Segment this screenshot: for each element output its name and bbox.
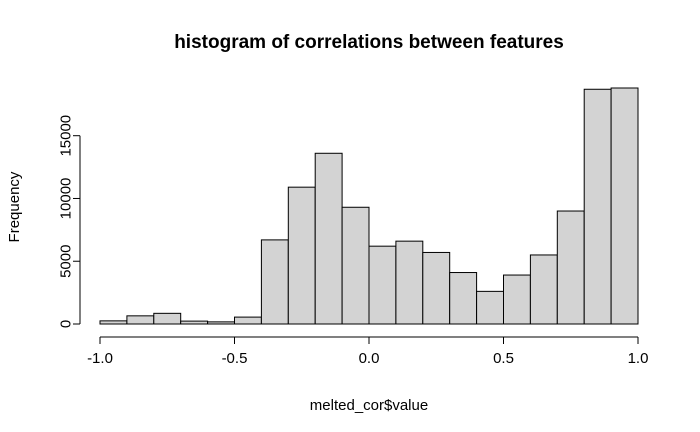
y-axis: 0 5000 10000 15000 bbox=[58, 115, 81, 328]
histogram-bar bbox=[529, 254, 558, 325]
histogram-bar bbox=[395, 240, 424, 325]
histogram-bar bbox=[449, 272, 478, 325]
histogram-bar bbox=[180, 320, 209, 325]
y-tick-label: 15000 bbox=[58, 115, 75, 157]
y-axis-label: Frequency bbox=[6, 171, 23, 242]
histogram-bar bbox=[99, 320, 128, 325]
x-axis-label: melted_cor$value bbox=[310, 397, 428, 414]
histogram-bar bbox=[368, 245, 397, 325]
histogram-bar bbox=[207, 321, 236, 325]
histogram-bar bbox=[583, 88, 612, 325]
x-tick-label: 1.0 bbox=[628, 350, 649, 367]
histogram-bar bbox=[556, 210, 585, 325]
histogram-bar bbox=[260, 239, 289, 325]
histogram-bar bbox=[341, 206, 370, 325]
chart-title: histogram of correlations between featur… bbox=[174, 32, 564, 53]
histogram-bar bbox=[610, 87, 639, 325]
histogram-bar bbox=[314, 152, 343, 325]
histogram-bar bbox=[476, 290, 505, 325]
histogram-bars bbox=[99, 87, 639, 325]
histogram-bar bbox=[287, 186, 316, 325]
histogram-bar bbox=[126, 315, 155, 325]
histogram-bar bbox=[503, 274, 531, 325]
x-tick-label: 0.0 bbox=[359, 350, 380, 367]
x-tick-label: 0.5 bbox=[493, 350, 514, 367]
histogram-bar bbox=[422, 251, 451, 325]
y-tick-label: 10000 bbox=[58, 178, 75, 220]
histogram-bar bbox=[234, 316, 262, 325]
x-tick-label: -1.0 bbox=[87, 350, 113, 367]
y-tick-label: 5000 bbox=[58, 245, 75, 278]
x-axis: -1.0 -0.5 0.0 0.5 1.0 bbox=[87, 336, 649, 367]
histogram-bar bbox=[153, 312, 182, 325]
y-tick-label: 0 bbox=[58, 320, 75, 328]
x-tick-label: -0.5 bbox=[222, 350, 248, 367]
